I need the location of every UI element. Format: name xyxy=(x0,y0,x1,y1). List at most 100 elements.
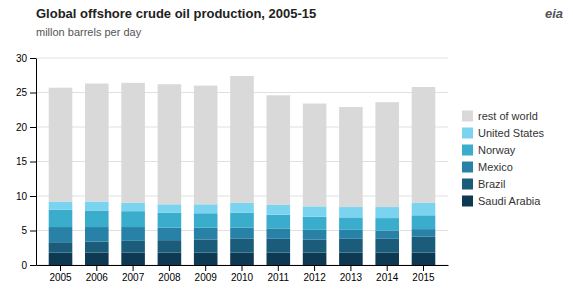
tick-mark xyxy=(350,265,351,271)
bar xyxy=(85,253,109,265)
bar xyxy=(267,205,291,215)
bar xyxy=(49,242,73,252)
tick-label: 2014 xyxy=(376,272,399,283)
bar xyxy=(267,239,291,253)
tick-label: 15 xyxy=(16,156,28,167)
bar xyxy=(194,228,218,240)
bar xyxy=(339,253,363,265)
bar xyxy=(267,95,291,205)
tick-label: 20 xyxy=(16,122,28,133)
bar xyxy=(303,253,327,265)
bar xyxy=(85,210,109,227)
legend-label: Brazil xyxy=(478,178,506,190)
tick-label: 5 xyxy=(21,225,27,236)
legend-swatch xyxy=(462,128,473,139)
tick: 25 xyxy=(16,87,36,98)
title: Global offshore crude oil production, 20… xyxy=(36,6,316,21)
tick-label: 2010 xyxy=(231,272,254,283)
bar xyxy=(230,228,254,239)
tick-mark xyxy=(314,265,315,271)
bar xyxy=(49,253,73,265)
plot: 2005200620072008200920102011201220132014… xyxy=(16,53,449,283)
grid xyxy=(36,58,448,265)
legend: rest of world United States Norway Mexico Br… xyxy=(462,110,545,207)
tick: 5 xyxy=(21,225,36,236)
bar xyxy=(339,207,363,217)
tick: 0 xyxy=(21,260,36,271)
bar xyxy=(339,239,363,253)
tick: 2008 xyxy=(158,265,181,283)
tick-label: 2015 xyxy=(412,272,435,283)
tick-label: 30 xyxy=(16,53,28,64)
bar xyxy=(230,213,254,228)
tick: 2006 xyxy=(86,265,109,283)
legend-item: Saudi Arabia xyxy=(462,195,541,207)
bar xyxy=(158,253,182,265)
tick: 2012 xyxy=(303,265,326,283)
tick-label: 2013 xyxy=(340,272,363,283)
tick-mark xyxy=(133,265,134,271)
grid-line xyxy=(36,58,448,59)
bar xyxy=(230,253,254,265)
bar xyxy=(85,227,109,241)
bar xyxy=(375,207,399,218)
chart: Global offshore crude oil production, 20… xyxy=(0,0,573,291)
tick-label: 2006 xyxy=(86,272,109,283)
legend-label: Saudi Arabia xyxy=(478,195,541,207)
bar xyxy=(339,107,363,207)
bar xyxy=(85,242,109,253)
legend-item: Brazil xyxy=(462,178,506,190)
bar xyxy=(412,87,436,203)
bar xyxy=(158,204,182,212)
bar xyxy=(158,228,182,240)
tick: 2011 xyxy=(268,265,290,283)
tick-label: 2008 xyxy=(158,272,181,283)
bar xyxy=(303,239,327,252)
tick-mark xyxy=(60,265,61,271)
tick-mark xyxy=(423,265,424,271)
bar xyxy=(412,229,436,237)
tick: 2015 xyxy=(412,265,435,283)
bar xyxy=(121,253,145,265)
bar xyxy=(158,213,182,228)
legend-swatch xyxy=(462,162,473,173)
legend-label: Norway xyxy=(478,144,516,156)
tick-label: 2011 xyxy=(268,272,290,283)
tick-mark xyxy=(278,265,279,271)
tick: 2013 xyxy=(340,265,363,283)
tick: 2014 xyxy=(376,265,399,283)
legend-label: Mexico xyxy=(478,161,513,173)
axis-line xyxy=(36,59,37,266)
tick-mark xyxy=(242,265,243,271)
legend-swatch xyxy=(462,145,473,156)
legend-item: United States xyxy=(462,127,545,139)
bar xyxy=(375,218,399,230)
tick-mark xyxy=(30,127,36,128)
tick-label: 0 xyxy=(21,260,27,271)
bar xyxy=(412,253,436,265)
tick-mark xyxy=(205,265,206,271)
bar xyxy=(194,253,218,265)
bar xyxy=(412,215,436,229)
bar xyxy=(303,104,327,207)
legend-swatch xyxy=(462,179,473,190)
bar xyxy=(121,227,145,241)
tick: 10 xyxy=(16,191,36,202)
tick: 2005 xyxy=(49,265,72,283)
legend-swatch xyxy=(462,111,473,122)
bar xyxy=(49,88,73,202)
bar xyxy=(267,228,291,238)
series xyxy=(49,76,436,207)
legend-item: rest of world xyxy=(462,110,538,122)
bar xyxy=(121,211,145,227)
bar xyxy=(121,83,145,203)
bar xyxy=(85,84,109,202)
tick-label: 2009 xyxy=(195,272,218,283)
tick-label: 25 xyxy=(16,87,28,98)
bar xyxy=(121,203,145,211)
bar xyxy=(49,227,73,242)
bar xyxy=(158,240,182,252)
tick-mark xyxy=(30,196,36,197)
bar xyxy=(194,239,218,252)
tick: 15 xyxy=(16,156,36,167)
